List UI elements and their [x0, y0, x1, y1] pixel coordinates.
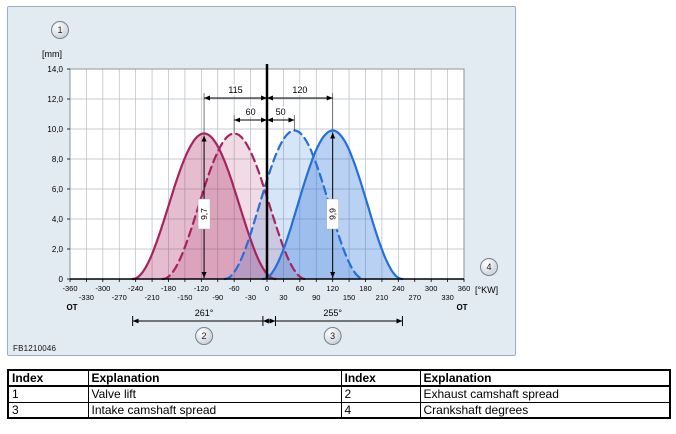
- legend-explanation-cell: Crankshaft degrees: [419, 401, 671, 419]
- svg-text:OT: OT: [66, 303, 77, 312]
- svg-text:OT: OT: [456, 303, 467, 312]
- svg-text:-240: -240: [128, 284, 143, 293]
- svg-text:14,0: 14,0: [47, 65, 63, 74]
- callout-4: [480, 258, 498, 276]
- svg-text:[°KW]: [°KW]: [475, 285, 498, 295]
- legend-index-cell: 2: [340, 385, 421, 403]
- svg-text:8,0: 8,0: [52, 155, 64, 164]
- legend-index-cell: 1: [7, 385, 89, 403]
- legend-explanation-cell: Intake camshaft spread: [87, 401, 342, 419]
- svg-text:50: 50: [276, 107, 286, 117]
- svg-text:360: 360: [458, 284, 471, 293]
- callout-1: [51, 21, 69, 39]
- svg-text:180: 180: [359, 284, 372, 293]
- valve-lift-figure: -360 -330 -300 -270 -240 -210 -180 -150 -120 -90-…: [7, 6, 516, 356]
- svg-text:60: 60: [246, 107, 256, 117]
- valve-lift-chart: -360-330-300-270-240-210-180-150-120-90-…: [42, 21, 498, 345]
- svg-text:0: 0: [265, 284, 269, 293]
- svg-text:30: 30: [279, 293, 287, 302]
- legend-header-explanation-left: Explanation: [87, 369, 342, 387]
- svg-text:9,9: 9,9: [328, 208, 338, 220]
- svg-text:10,0: 10,0: [47, 125, 63, 134]
- svg-text:-330: -330: [79, 293, 94, 302]
- exhaust-valve-lift-dashed-fill: [162, 133, 306, 279]
- exhaust-valve-lift-dashed: [161, 132, 307, 281]
- svg-text:-120: -120: [194, 284, 209, 293]
- figure-code: FB1210046: [13, 344, 57, 353]
- svg-text:120: 120: [292, 85, 307, 95]
- legend-header-index-right: Index: [340, 369, 421, 387]
- svg-text:0: 0: [59, 275, 64, 284]
- svg-text:1: 1: [57, 25, 62, 35]
- legend-row: 1 Valve lift 2 Exhaust camshaft spread: [7, 385, 671, 403]
- svg-text:-180: -180: [161, 284, 176, 293]
- svg-text:120: 120: [326, 284, 339, 293]
- svg-text:150: 150: [343, 293, 356, 302]
- svg-text:90: 90: [312, 293, 320, 302]
- callout-2: [195, 327, 214, 345]
- legend-table: Index Explanation Index Explanation 1 Va…: [7, 369, 671, 419]
- legend-row: 3 Intake camshaft spread 4 Crankshaft de…: [7, 401, 671, 419]
- intake-valve-lift-dashed-fill: [224, 130, 365, 279]
- legend-explanation-cell: Exhaust camshaft spread: [419, 385, 671, 403]
- svg-text:255°: 255°: [323, 308, 342, 318]
- svg-text:2: 2: [202, 331, 207, 341]
- svg-text:-150: -150: [177, 293, 192, 302]
- svg-text:9,7: 9,7: [199, 208, 209, 220]
- svg-text:3: 3: [330, 331, 335, 341]
- svg-text:2,0: 2,0: [52, 245, 64, 254]
- svg-text:-270: -270: [112, 293, 127, 302]
- svg-text:115: 115: [228, 85, 242, 95]
- legend-explanation-cell: Valve lift: [87, 385, 342, 403]
- legend-index-cell: 3: [7, 401, 89, 419]
- svg-text:210: 210: [376, 293, 389, 302]
- svg-text:300: 300: [425, 284, 438, 293]
- legend-header-row: Index Explanation Index Explanation: [7, 369, 671, 387]
- svg-text:60: 60: [296, 284, 304, 293]
- legend-index-cell: 4: [340, 401, 421, 419]
- svg-text:270: 270: [408, 293, 421, 302]
- svg-text:6,0: 6,0: [52, 185, 64, 194]
- svg-text:[mm]: [mm]: [42, 49, 62, 59]
- svg-text:-300: -300: [95, 284, 110, 293]
- svg-text:-60: -60: [229, 284, 240, 293]
- legend-header-index-left: Index: [7, 369, 89, 387]
- svg-text:261°: 261°: [195, 308, 214, 318]
- svg-text:-210: -210: [145, 293, 160, 302]
- svg-text:12,0: 12,0: [47, 95, 63, 104]
- svg-text:4,0: 4,0: [52, 215, 64, 224]
- svg-text:-30: -30: [245, 293, 256, 302]
- svg-text:240: 240: [392, 284, 405, 293]
- svg-text:-360: -360: [62, 284, 77, 293]
- callout-3: [323, 327, 342, 345]
- legend-header-explanation-right: Explanation: [419, 369, 671, 387]
- svg-text:330: 330: [441, 293, 454, 302]
- svg-text:4: 4: [486, 262, 491, 272]
- svg-text:-90: -90: [212, 293, 223, 302]
